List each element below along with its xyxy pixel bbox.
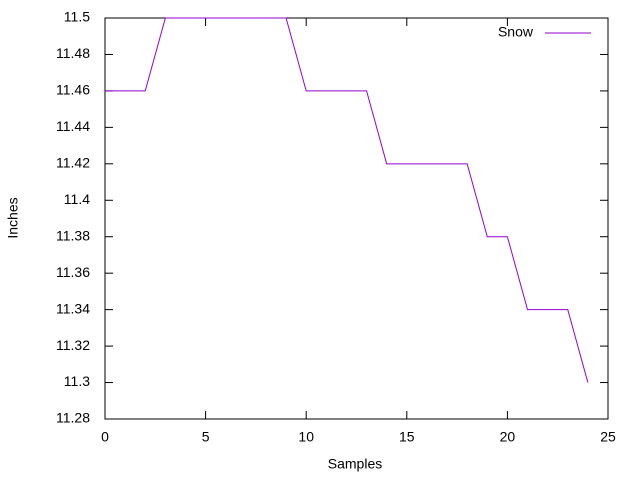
y-tick-label: 11.3: [64, 373, 90, 389]
y-tick-label: 11.5: [64, 9, 90, 25]
y-tick-label: 11.34: [56, 300, 90, 316]
y-tick-label: 11.44: [56, 118, 90, 134]
x-tick-label: 15: [399, 429, 415, 445]
x-tick-label: 0: [101, 429, 109, 445]
y-tick-label: 11.46: [56, 82, 90, 98]
x-tick-label: 20: [500, 429, 516, 445]
x-tick-label: 10: [298, 429, 314, 445]
y-tick-label: 11.36: [56, 264, 90, 280]
y-tick-label: 11.28: [56, 410, 90, 426]
plot-frame: [104, 17, 609, 420]
y-tick-label: 11.48: [56, 45, 90, 61]
y-tick-label: 11.32: [56, 337, 90, 353]
y-axis-label: Inches: [5, 197, 21, 238]
y-tick-label: 11.42: [56, 155, 90, 171]
y-tick-label: 11.4: [64, 191, 90, 207]
x-tick-label: 25: [600, 429, 616, 445]
x-axis-label: Samples: [328, 456, 382, 472]
data-line: [105, 17, 589, 383]
y-tick-label: 11.38: [56, 227, 90, 243]
legend-label: Snow: [498, 24, 534, 40]
x-tick-label: 5: [202, 429, 210, 445]
